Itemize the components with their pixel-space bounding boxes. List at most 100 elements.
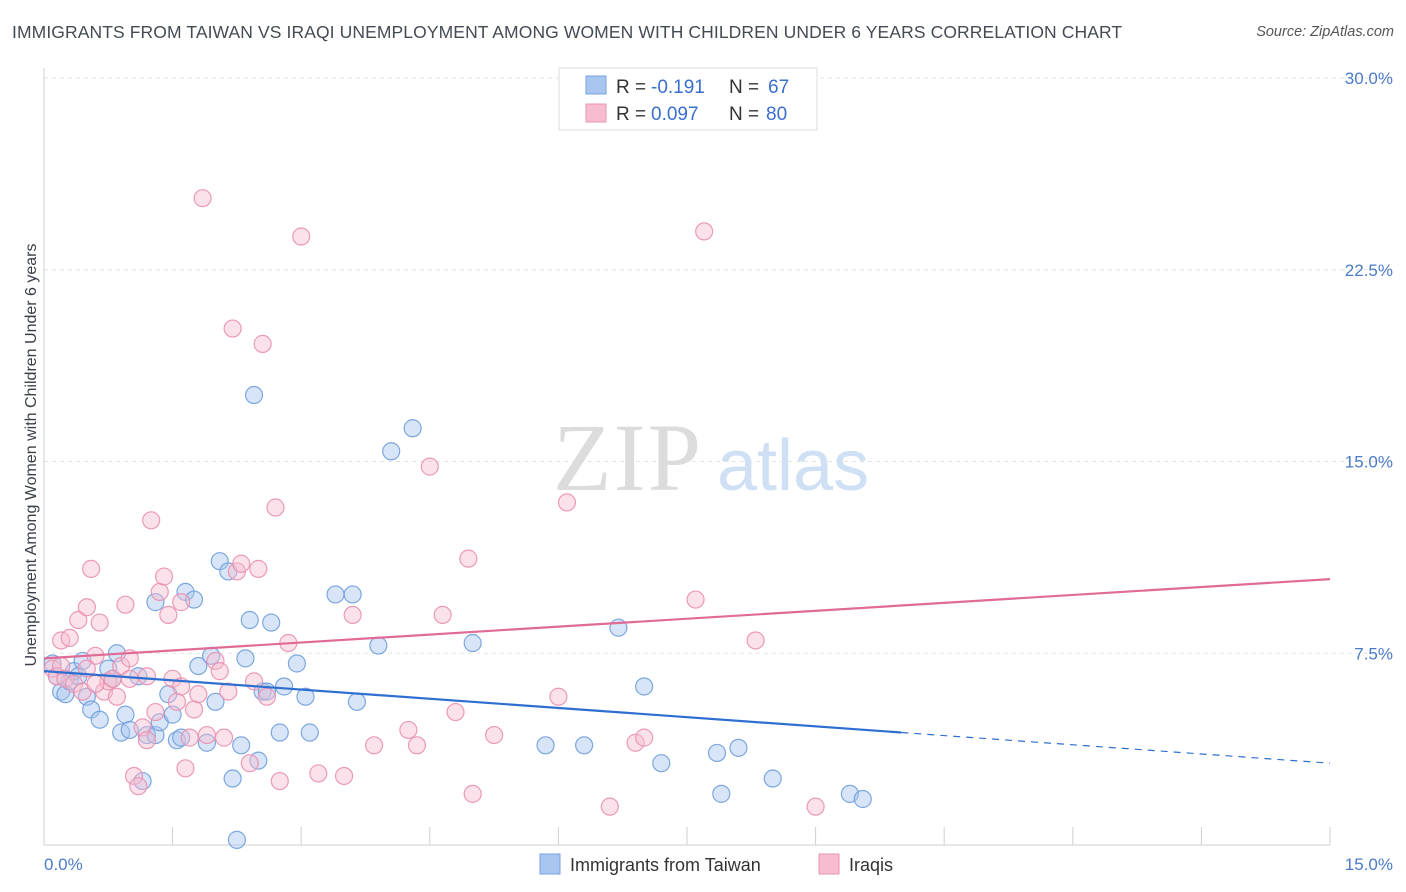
data-point [266,498,285,517]
data-point [446,702,465,722]
data-point [129,777,148,796]
legend-n-value-iraqis: 80 [766,104,787,125]
data-point [309,764,328,783]
data-point [82,559,101,578]
data-point [382,442,401,461]
data-point [292,227,311,246]
data-point [137,731,156,750]
data-point [154,567,174,586]
data-points [43,189,872,849]
y-tick-label-2: 22.5% [1345,261,1393,280]
legend-swatch-iraqis [585,103,607,123]
data-point [56,669,75,688]
data-point [210,662,229,681]
trend-line-0 [43,670,902,734]
bottom-legend-swatch-taiwan [539,853,561,875]
data-point [695,222,714,241]
data-point [652,754,671,773]
chart-title: IMMIGRANTS FROM TAIWAN VS IRAQI UNEMPLOY… [12,22,1123,42]
data-point [240,754,259,773]
data-point [600,797,619,816]
watermark-zip: ZIP [553,404,703,511]
bottom-legend-swatch-iraqis [818,853,840,875]
data-point [364,736,384,755]
legend-r-value-taiwan: -0.191 [651,77,705,98]
data-point [232,736,251,755]
data-point [635,677,654,696]
data-point [463,784,482,803]
data-point [90,613,109,632]
data-point [90,710,109,729]
data-point [557,493,577,512]
data-point [189,656,208,676]
data-point [150,582,169,601]
data-point [77,598,96,617]
data-point [257,687,277,706]
data-point [369,636,388,655]
data-point [206,651,225,671]
data-point [806,797,825,816]
y-tick-label-1: 15.0% [1345,453,1393,472]
x-tick-labels: 0.0% 15.0% [44,855,1393,874]
data-point [407,736,427,755]
legend-r-label-iraqis: R = [616,104,646,125]
data-point [146,702,165,722]
data-point [326,585,345,604]
data-point [463,633,482,653]
data-point [403,419,422,438]
data-point [729,738,748,757]
data-point [853,789,872,809]
data-point [262,613,281,632]
series-0 [43,385,872,849]
legend-n-label-iraqis: N = [729,104,759,125]
data-point [172,593,191,612]
data-point [167,692,186,711]
watermark-atlas: atlas [717,426,869,506]
data-point [536,736,555,755]
y-tick-label-0: 7.5% [1354,644,1393,663]
data-point [287,654,307,673]
trend-line-extension-0 [901,731,1331,764]
data-point [296,687,315,706]
data-point [206,692,225,711]
data-point [142,511,161,530]
data-point [60,628,79,648]
data-point [176,759,195,778]
data-point [232,554,251,573]
data-point [270,723,289,742]
watermark: ZIP atlas [553,404,869,511]
data-point [686,590,705,609]
data-point [635,728,654,747]
data-point [107,687,126,706]
trend-line-1 [43,578,1331,660]
data-point [549,687,568,706]
data-point [159,605,178,625]
data-point [347,692,367,711]
legend-r-label-taiwan: R = [616,77,646,98]
y-tick-labels: 7.5% 15.0% 22.5% 30.0% [1345,69,1393,663]
data-point [746,631,765,650]
top-legend: R = -0.191 N = 67 R = 0.097 N = 80 [558,67,818,131]
data-point [219,682,238,701]
data-point [575,736,594,755]
data-point [433,605,452,625]
data-point [223,319,242,338]
data-point [485,725,504,745]
legend-n-label-taiwan: N = [729,77,759,98]
data-point [120,669,139,688]
legend-n-value-taiwan: 67 [768,77,789,98]
data-point [146,593,165,612]
source-credit: Source: ZipAtlas.com [1256,24,1394,40]
data-point [763,769,782,788]
data-point [124,766,144,786]
data-point [116,595,135,614]
data-point [626,733,645,752]
data-point [223,769,242,788]
data-point [197,733,216,752]
legend-r-value-iraqis: 0.097 [651,104,699,125]
data-point [193,189,212,208]
data-point [343,605,362,625]
data-point [343,585,362,604]
data-point [240,610,259,630]
